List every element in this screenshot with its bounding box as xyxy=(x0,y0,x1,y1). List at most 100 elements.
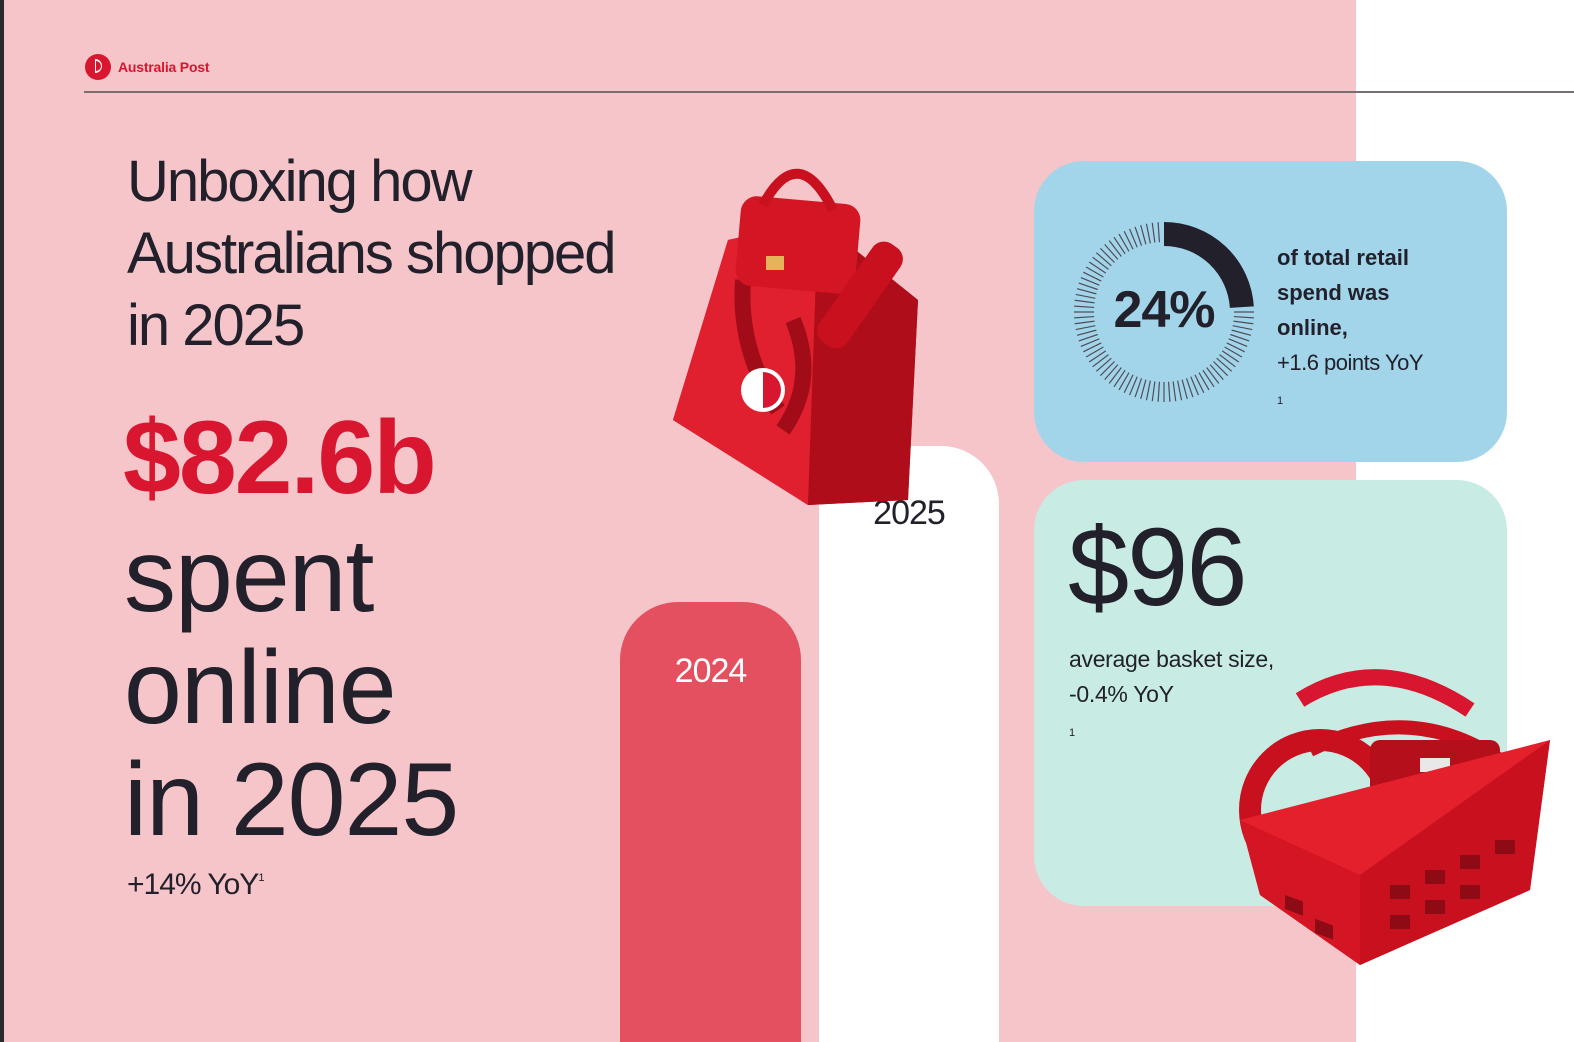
online-spend-label: spent online in 2025 xyxy=(124,520,459,858)
donut-tick xyxy=(1232,325,1253,331)
donut-tick xyxy=(1113,236,1126,255)
donut-tick xyxy=(1134,226,1143,246)
donut-tick xyxy=(1219,354,1236,368)
donut-tick xyxy=(1216,357,1233,372)
spend-yoy-footnote: 1 xyxy=(258,872,264,884)
donut-tick xyxy=(1099,361,1115,377)
donut-tick xyxy=(1206,367,1220,384)
title-line-2: Australians shopped xyxy=(127,221,617,286)
donut-tick xyxy=(1078,282,1098,291)
online-share-value: 24% xyxy=(1113,281,1215,339)
donut-ticks xyxy=(1074,222,1254,402)
spend-label-line-3: in 2025 xyxy=(124,742,459,858)
donut-tick xyxy=(1190,376,1199,396)
donut-tick xyxy=(1108,240,1122,257)
donut-tick xyxy=(1074,305,1095,309)
donut-tick xyxy=(1145,380,1151,401)
donut-tick xyxy=(1145,223,1151,244)
donut-tick xyxy=(1088,350,1107,363)
donut-tick xyxy=(1078,333,1098,342)
donut-tick xyxy=(1167,381,1171,402)
page-title: Unboxing how Australians shopped in 2025 xyxy=(127,146,687,362)
donut-tick xyxy=(1123,231,1134,250)
donut-tick xyxy=(1213,361,1229,377)
australia-post-logo-icon xyxy=(85,54,111,80)
donut-tick xyxy=(1074,320,1095,325)
donut-tick xyxy=(1076,288,1097,295)
online-share-description: of total retail spend was online, +1.6 p… xyxy=(1277,240,1487,415)
donut-tick xyxy=(1118,372,1130,391)
donut-tick xyxy=(1074,299,1095,304)
shopping-basket-illustration xyxy=(1239,669,1550,965)
basket-change-text: -0.4% YoY xyxy=(1069,681,1174,707)
donut-tick xyxy=(1151,381,1156,402)
donut-tick xyxy=(1181,379,1188,400)
donut-tick xyxy=(1108,367,1122,384)
brand-logo: Australia Post xyxy=(84,53,210,81)
window-edge xyxy=(0,0,4,1042)
basket-change-footnote: 1 xyxy=(1069,727,1075,739)
donut-tick xyxy=(1224,346,1243,358)
donut-tick xyxy=(1233,320,1254,325)
share-desc-line-3: online, xyxy=(1277,315,1348,340)
donut-tick xyxy=(1092,354,1109,368)
donut-tick xyxy=(1113,369,1126,388)
donut-tick xyxy=(1088,261,1107,274)
donut-tick xyxy=(1129,376,1138,396)
donut-tick xyxy=(1202,369,1215,388)
bar-label-2024: 2024 xyxy=(674,652,748,690)
bar-2024: 2024 xyxy=(620,602,801,1042)
basket-size-value: $96 xyxy=(1068,506,1248,629)
donut-share-arc xyxy=(1163,222,1254,309)
share-desc-line-1: of total retail xyxy=(1277,245,1410,270)
donut-tick xyxy=(1129,228,1138,248)
bar-2025: 2025 xyxy=(819,446,999,1042)
donut-tick xyxy=(1085,266,1104,278)
basket-size-description: average basket size, -0.4% YoY 1 xyxy=(1069,642,1274,747)
header-divider xyxy=(84,91,1574,93)
donut-tick xyxy=(1104,364,1119,381)
donut-tick xyxy=(1194,374,1205,393)
donut-tick xyxy=(1134,378,1143,398)
spend-yoy-change: +14% YoY1 xyxy=(127,868,264,902)
share-change-footnote: 1 xyxy=(1277,395,1283,407)
donut-tick xyxy=(1233,315,1254,319)
donut-tick xyxy=(1080,338,1100,347)
online-share-card xyxy=(1034,161,1507,462)
donut-tick xyxy=(1228,338,1248,347)
donut-tick xyxy=(1099,247,1115,263)
donut-tick xyxy=(1157,222,1161,243)
title-line-3: in 2025 xyxy=(127,293,305,358)
donut-tick xyxy=(1172,381,1177,402)
brand-name: Australia Post xyxy=(118,59,210,75)
donut-tick xyxy=(1185,378,1194,398)
donut-tick xyxy=(1095,252,1112,267)
title-line-1: Unboxing how xyxy=(127,149,473,214)
donut-tick xyxy=(1198,372,1210,391)
donut-tick xyxy=(1092,256,1109,270)
online-share-donut xyxy=(1074,222,1254,402)
donut-tick xyxy=(1080,277,1100,286)
donut-tick xyxy=(1118,233,1130,252)
share-change-text: +1.6 points YoY xyxy=(1277,350,1424,375)
donut-tick xyxy=(1123,374,1134,393)
share-change: +1.6 points YoY 1 xyxy=(1277,345,1487,415)
donut-tick xyxy=(1140,379,1147,400)
donut-tick xyxy=(1209,364,1224,381)
donut-tick xyxy=(1221,350,1240,363)
donut-tick xyxy=(1075,325,1096,331)
basket-desc-line-1: average basket size, xyxy=(1069,646,1274,672)
donut-tick xyxy=(1104,243,1119,260)
spend-label-line-2: online xyxy=(124,630,397,746)
donut-tick xyxy=(1083,342,1102,353)
donut-tick xyxy=(1083,271,1102,282)
donut-tick xyxy=(1157,381,1161,402)
shopping-bag-illustration xyxy=(673,168,918,505)
spend-yoy-text: +14% YoY xyxy=(127,868,259,901)
donut-tick xyxy=(1095,357,1112,372)
donut-tick xyxy=(1151,222,1156,243)
donut-tick xyxy=(1230,333,1250,342)
online-spend-amount: $82.6b xyxy=(123,400,437,516)
basket-desc-line-2: -0.4% YoY 1 xyxy=(1069,677,1274,747)
donut-tick xyxy=(1231,329,1252,336)
